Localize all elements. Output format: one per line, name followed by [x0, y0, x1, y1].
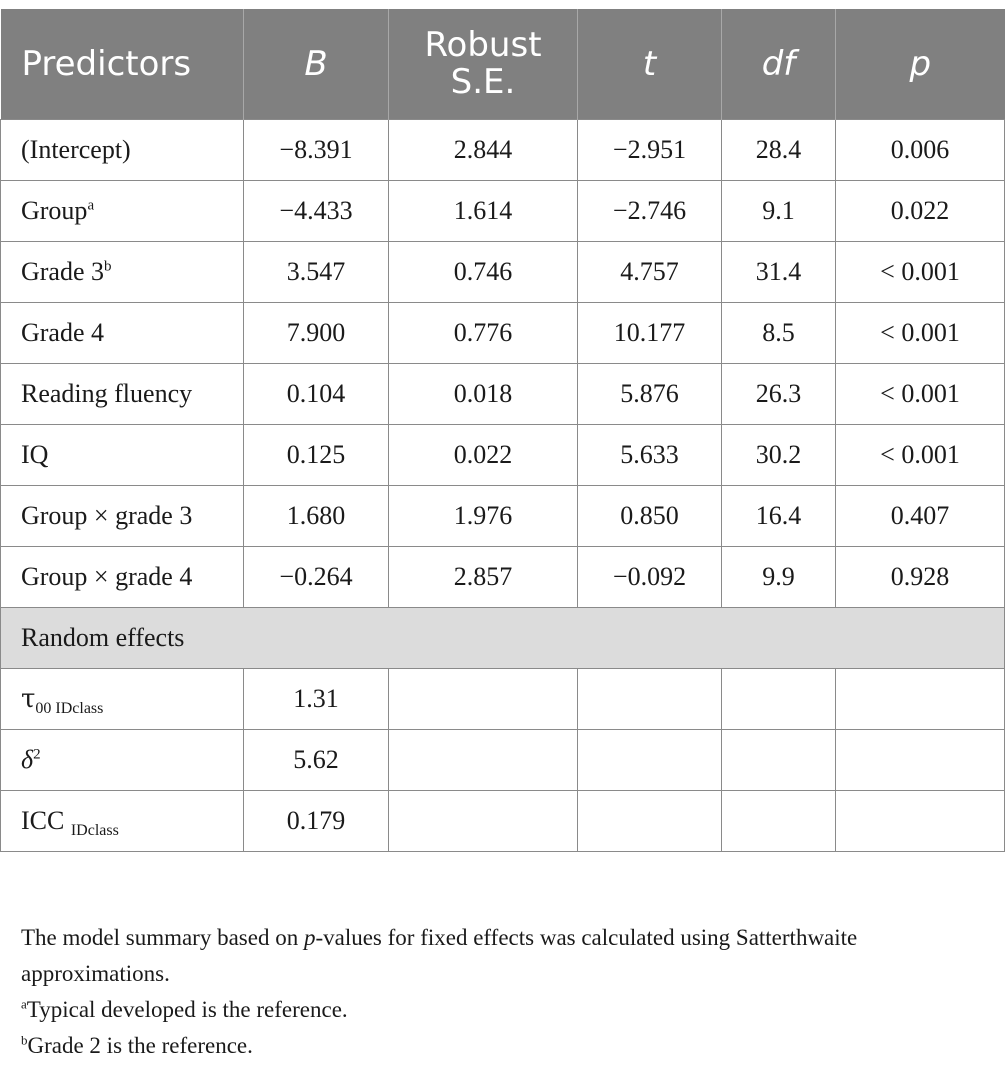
cell-se: 1.976: [388, 485, 578, 547]
cell-t: −2.951: [577, 119, 722, 181]
cell-df: 16.4: [721, 485, 836, 547]
table-row: τ00 IDclass 1.31: [0, 668, 1005, 730]
header-predictors: Predictors: [0, 9, 244, 120]
empty-cell: [388, 729, 578, 791]
cell-df: 9.9: [721, 546, 836, 608]
table-row: (Intercept) −8.391 2.844 −2.951 28.4 0.0…: [0, 119, 1005, 181]
cell-b: 3.547: [243, 241, 389, 303]
footnote-marker-a: a: [87, 197, 95, 214]
delta-label: δ2: [0, 729, 244, 791]
cell-t: −2.746: [577, 180, 722, 242]
cell-df: 28.4: [721, 119, 836, 181]
empty-cell: [721, 790, 836, 852]
regression-table: Predictors B Robust S.E. t df p (Interce…: [0, 9, 1005, 852]
tau-label: τ00 IDclass: [0, 668, 244, 730]
cell-p: 0.407: [835, 485, 1005, 547]
empty-cell: [835, 790, 1005, 852]
table-row: δ2 5.62: [0, 729, 1005, 791]
tau-value: 1.31: [243, 668, 389, 730]
predictor-label: Group × grade 4: [0, 546, 244, 608]
table-row: Group × grade 3 1.680 1.976 0.850 16.4 0…: [0, 485, 1005, 547]
cell-t: 10.177: [577, 302, 722, 364]
footnote-a: aTypical developed is the reference.: [21, 996, 348, 1022]
cell-b: 0.125: [243, 424, 389, 486]
cell-t: 5.876: [577, 363, 722, 425]
table-row: IQ 0.125 0.022 5.633 30.2 < 0.001: [0, 424, 1005, 486]
cell-df: 8.5: [721, 302, 836, 364]
cell-df: 30.2: [721, 424, 836, 486]
section-label: Random effects: [0, 607, 1005, 669]
empty-cell: [835, 668, 1005, 730]
cell-b: 7.900: [243, 302, 389, 364]
empty-cell: [721, 729, 836, 791]
cell-se: 2.844: [388, 119, 578, 181]
footnote-marker-b: b: [104, 258, 112, 275]
empty-cell: [577, 668, 722, 730]
table-row: Grade 3b 3.547 0.746 4.757 31.4 < 0.001: [0, 241, 1005, 303]
cell-p: 0.006: [835, 119, 1005, 181]
header-df: df: [721, 9, 836, 120]
cell-b: 0.104: [243, 363, 389, 425]
cell-df: 31.4: [721, 241, 836, 303]
cell-p: < 0.001: [835, 363, 1005, 425]
header-t: t: [577, 9, 722, 120]
table-row: Groupa −4.433 1.614 −2.746 9.1 0.022: [0, 180, 1005, 242]
cell-b: 1.680: [243, 485, 389, 547]
predictor-label: Grade 4: [0, 302, 244, 364]
cell-t: 4.757: [577, 241, 722, 303]
empty-cell: [388, 790, 578, 852]
cell-se: 1.614: [388, 180, 578, 242]
cell-p: < 0.001: [835, 424, 1005, 486]
cell-b: −8.391: [243, 119, 389, 181]
cell-p: 0.022: [835, 180, 1005, 242]
cell-t: 5.633: [577, 424, 722, 486]
table-notes: The model summary based on p-values for …: [21, 920, 991, 1064]
empty-cell: [835, 729, 1005, 791]
cell-t: −0.092: [577, 546, 722, 608]
table-row: Grade 4 7.900 0.776 10.177 8.5 < 0.001: [0, 302, 1005, 364]
section-row-random-effects: Random effects: [0, 607, 1005, 669]
empty-cell: [721, 668, 836, 730]
cell-t: 0.850: [577, 485, 722, 547]
cell-p: < 0.001: [835, 302, 1005, 364]
cell-se: 0.746: [388, 241, 578, 303]
predictor-label: Reading fluency: [0, 363, 244, 425]
predictor-label: Groupa: [0, 180, 244, 242]
cell-p: 0.928: [835, 546, 1005, 608]
table-row: Reading fluency 0.104 0.018 5.876 26.3 <…: [0, 363, 1005, 425]
empty-cell: [388, 668, 578, 730]
empty-cell: [577, 790, 722, 852]
cell-df: 26.3: [721, 363, 836, 425]
cell-se: 2.857: [388, 546, 578, 608]
header-p: p: [835, 9, 1005, 120]
table-row: Group × grade 4 −0.264 2.857 −0.092 9.9 …: [0, 546, 1005, 608]
delta-value: 5.62: [243, 729, 389, 791]
icc-label: ICC IDclass: [0, 790, 244, 852]
footnote-b: bGrade 2 is the reference.: [21, 1032, 253, 1058]
table-row: ICC IDclass 0.179: [0, 790, 1005, 852]
header-row: Predictors B Robust S.E. t df p: [0, 9, 1005, 120]
note-model-summary: The model summary based on p-values for …: [21, 925, 858, 986]
cell-b: −0.264: [243, 546, 389, 608]
empty-cell: [577, 729, 722, 791]
cell-b: −4.433: [243, 180, 389, 242]
predictor-label: IQ: [0, 424, 244, 486]
cell-p: < 0.001: [835, 241, 1005, 303]
icc-value: 0.179: [243, 790, 389, 852]
header-robust-se: Robust S.E.: [388, 9, 578, 120]
header-b: B: [243, 9, 389, 120]
cell-se: 0.776: [388, 302, 578, 364]
predictor-label: Group × grade 3: [0, 485, 244, 547]
cell-se: 0.018: [388, 363, 578, 425]
predictor-label: (Intercept): [0, 119, 244, 181]
cell-se: 0.022: [388, 424, 578, 486]
cell-df: 9.1: [721, 180, 836, 242]
predictor-label: Grade 3b: [0, 241, 244, 303]
